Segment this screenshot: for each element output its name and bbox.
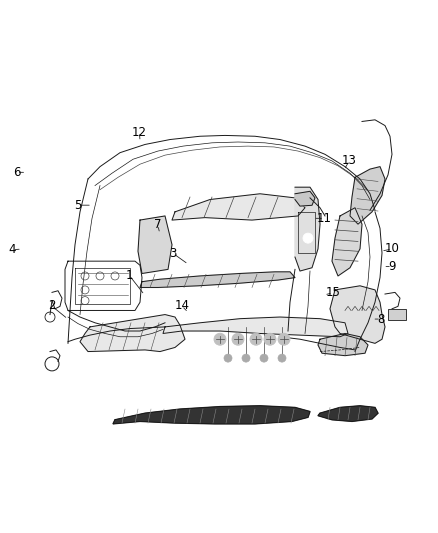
Circle shape [232,333,244,345]
Polygon shape [80,314,185,352]
Text: 10: 10 [385,243,399,255]
Circle shape [214,333,226,345]
Polygon shape [138,216,172,273]
Bar [388,309,406,320]
Circle shape [260,354,268,362]
Polygon shape [295,187,320,271]
Text: 13: 13 [342,154,357,167]
Text: 2: 2 [48,300,56,312]
Text: 11: 11 [317,212,332,225]
Polygon shape [295,191,315,206]
Circle shape [278,354,286,362]
Text: 4: 4 [8,244,16,256]
Circle shape [224,354,232,362]
Polygon shape [318,334,368,356]
Text: 12: 12 [132,126,147,139]
Text: 8: 8 [378,312,385,326]
Text: 5: 5 [74,199,81,212]
Polygon shape [332,208,362,276]
Text: 14: 14 [174,300,189,312]
Circle shape [250,333,262,345]
Polygon shape [330,286,385,343]
Polygon shape [113,406,310,424]
Circle shape [278,333,290,345]
Text: 9: 9 [388,260,396,273]
Polygon shape [172,194,305,220]
Polygon shape [163,317,348,337]
Polygon shape [140,272,295,287]
Circle shape [303,233,313,243]
Text: 15: 15 [325,286,340,300]
Circle shape [242,354,250,362]
Text: 1: 1 [125,269,133,282]
Circle shape [264,333,276,345]
Text: 7: 7 [154,219,162,231]
Text: 6: 6 [13,166,21,179]
Text: 3: 3 [170,247,177,260]
Polygon shape [350,167,385,224]
Polygon shape [318,406,378,422]
